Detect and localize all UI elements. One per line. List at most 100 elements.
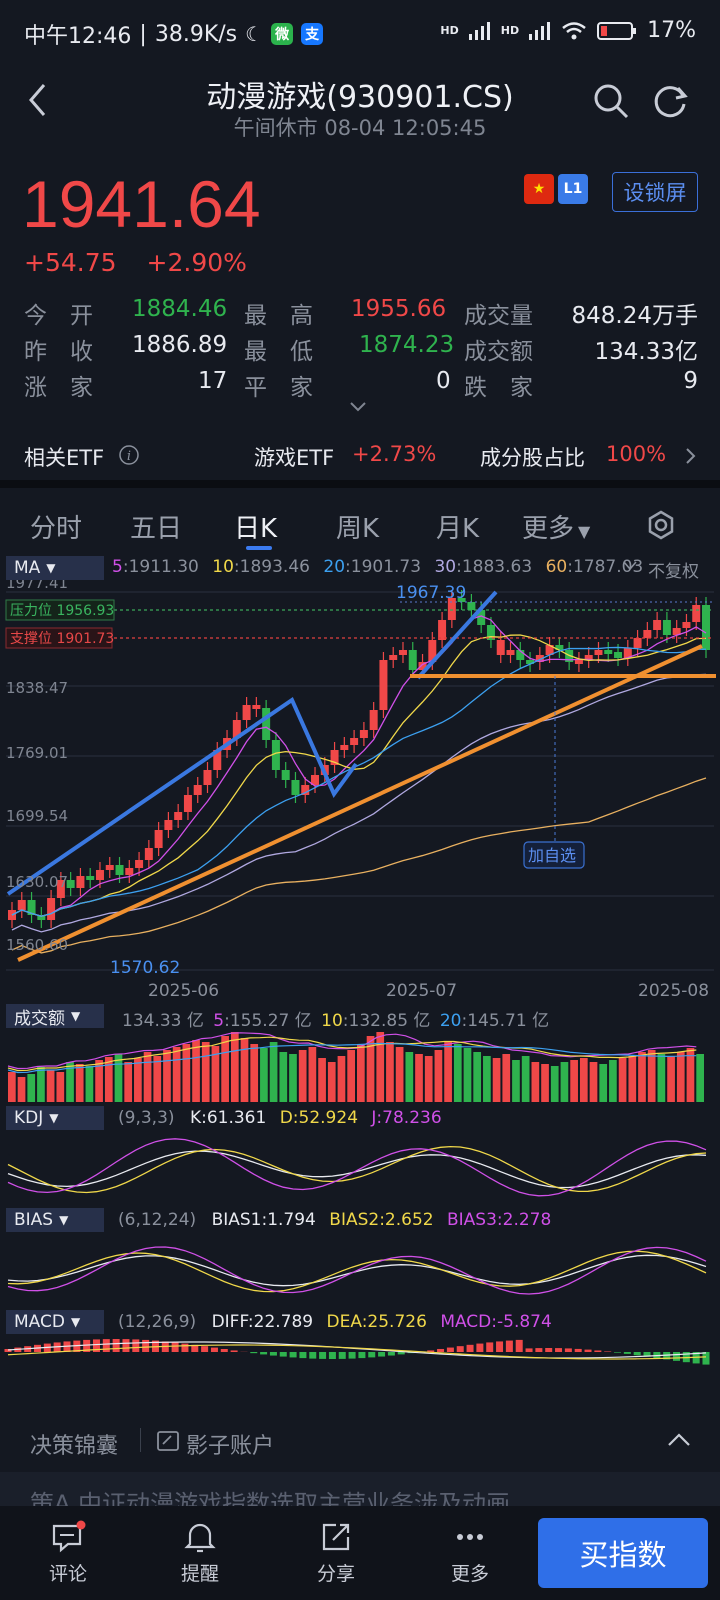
volume-bar <box>17 1077 26 1102</box>
constituent-label[interactable]: 成分股占比 <box>480 446 585 470</box>
bias-selector[interactable]: BIAS ▼ <box>6 1208 104 1232</box>
bias-2: BIAS2:2.652 <box>329 1210 434 1230</box>
volume-bar <box>347 1050 355 1102</box>
nav-share[interactable]: 分享 <box>296 1520 376 1586</box>
game-etf-value: +2.73% <box>352 442 437 466</box>
tab-intraday[interactable]: 分时 <box>30 514 83 544</box>
shadow-account-label[interactable]: 影子账户 <box>186 1434 275 1459</box>
x-tick: 2025-07 <box>386 981 457 1000</box>
macd-selector[interactable]: MACD ▼ <box>6 1310 104 1334</box>
volume-bar <box>531 1062 540 1102</box>
volume-chart[interactable] <box>0 1028 720 1104</box>
shadow-account-icon <box>157 1431 179 1451</box>
support-tag: 支撑位 1901.73 <box>10 631 114 647</box>
macd-bar <box>623 1352 631 1354</box>
macd-chart[interactable] <box>0 1336 720 1386</box>
decision-label[interactable]: 决策锦囊 <box>30 1434 119 1459</box>
low-label: 最 低 <box>244 339 313 365</box>
tab-weekly-k[interactable]: 周K <box>336 514 380 544</box>
add-watch-bg[interactable] <box>523 841 585 869</box>
candle <box>506 650 515 655</box>
chevron-down-icon[interactable] <box>622 560 638 572</box>
support-trendline <box>17 644 703 962</box>
price-change: +54.75 +2.90% <box>24 248 247 277</box>
ma-selector[interactable]: MA ▼ <box>6 556 104 580</box>
candle <box>447 598 456 620</box>
moon-icon: ☾ <box>245 22 264 46</box>
macd-bar <box>112 1339 120 1352</box>
adjust-mode[interactable]: 不复权 <box>648 562 699 582</box>
period-tabs: 分时 五日 日K 周K 月K 更多 ▼ <box>0 504 720 554</box>
kdj-selector[interactable]: KDJ ▼ <box>6 1106 104 1130</box>
add-watch-button[interactable]: 加自选 <box>528 846 576 865</box>
volume-bar <box>667 1056 675 1102</box>
high-value: 1955.66 <box>351 296 447 322</box>
refresh-icon[interactable] <box>652 82 690 120</box>
active-tab-indicator <box>246 546 272 550</box>
tab-five-day[interactable]: 五日 <box>130 514 183 544</box>
macd-bar <box>122 1339 130 1352</box>
candle <box>311 775 320 785</box>
biaschart-line-1 <box>7 1250 707 1293</box>
nav-comment[interactable]: 评论 <box>28 1520 108 1586</box>
kdj-params: (9,3,3) <box>118 1108 175 1128</box>
related-etf-label[interactable]: 相关ETF <box>24 446 105 470</box>
candle <box>37 915 46 920</box>
bias-label: BIAS <box>14 1210 54 1230</box>
macd-bar <box>387 1352 395 1356</box>
level1-badge: L1 <box>558 174 588 204</box>
info-icon[interactable]: i <box>118 444 140 466</box>
candle <box>398 650 407 655</box>
kline-chart[interactable]: 1977.41 1838.47 1769.01 1699.54 1630.07 … <box>0 580 720 1000</box>
candle <box>526 660 535 664</box>
search-icon[interactable] <box>592 82 630 120</box>
resistance-tag: 压力位 1956.93 <box>10 603 114 619</box>
volume-ma10-line <box>7 1036 697 1072</box>
macd-dea-line <box>7 1344 707 1360</box>
comment-icon <box>52 1520 86 1553</box>
candle <box>350 738 359 745</box>
candle <box>56 880 65 898</box>
chevron-right-icon[interactable] <box>684 446 698 466</box>
nav-alert[interactable]: 提醒 <box>160 1520 240 1586</box>
volume-bar <box>221 1036 229 1102</box>
volume-bar <box>618 1058 627 1102</box>
volume-selector[interactable]: 成交额 ▼ <box>6 1004 104 1029</box>
bias-chart[interactable] <box>0 1234 720 1306</box>
bias-params: (6,12,24) <box>118 1210 197 1230</box>
macd-bar <box>250 1352 258 1354</box>
macd-bar <box>279 1352 287 1357</box>
volume-bar <box>599 1064 608 1102</box>
tab-daily-k[interactable]: 日K <box>234 514 278 544</box>
candle <box>271 740 280 770</box>
volume-bar <box>676 1052 685 1102</box>
candle <box>291 780 300 795</box>
chevron-up-icon[interactable] <box>666 1432 692 1448</box>
tab-more[interactable]: 更多 ▼ <box>522 508 590 545</box>
volume-bar <box>647 1050 656 1102</box>
macd-bar <box>594 1350 602 1352</box>
chevron-down-icon[interactable] <box>348 400 368 414</box>
settings-icon[interactable] <box>646 510 676 540</box>
macd-bar <box>191 1344 199 1352</box>
tab-more-label: 更多 <box>522 514 575 544</box>
stats-row-2: 昨 收 1886.89 最 低 1874.23 成交额 134.33亿 <box>24 332 698 368</box>
lock-screen-button[interactable]: 设锁屏 <box>612 172 698 212</box>
volume-bar <box>541 1064 549 1102</box>
back-icon[interactable] <box>26 82 50 118</box>
ma60-key: 60 <box>545 557 568 577</box>
macd-bar <box>564 1348 572 1352</box>
macd-bar <box>397 1352 405 1355</box>
buy-index-button[interactable]: 买指数 <box>538 1518 708 1588</box>
y-tick: 1630.07 <box>6 873 68 891</box>
volume-bar <box>308 1047 317 1102</box>
nav-more[interactable]: 更多 <box>430 1520 510 1586</box>
game-etf-label[interactable]: 游戏ETF <box>254 446 335 470</box>
volume-bar <box>492 1058 501 1102</box>
decision-bar: 决策锦囊 影子账户 <box>0 1400 720 1472</box>
tab-monthly-k[interactable]: 月K <box>436 514 480 544</box>
volume-bar <box>696 1054 704 1102</box>
volume-bar <box>46 1070 55 1102</box>
volume-bar <box>463 1048 472 1102</box>
kdj-chart[interactable] <box>0 1132 720 1204</box>
